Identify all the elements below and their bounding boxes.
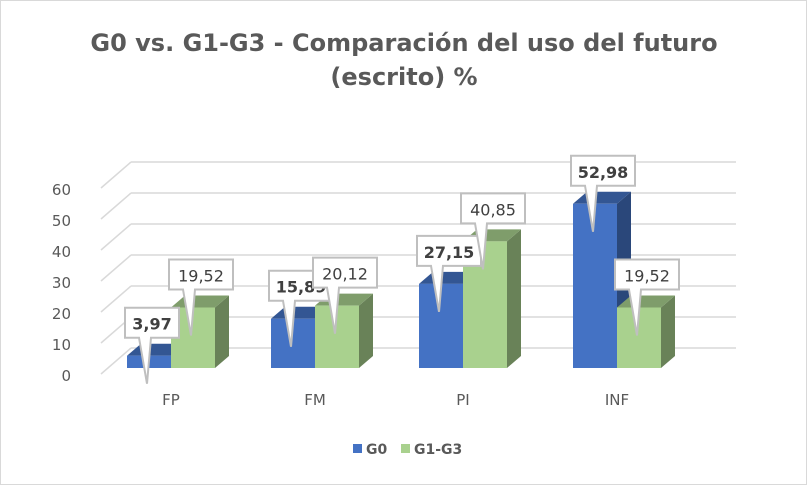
gridline-side (100, 285, 132, 313)
y-tick-label: 0 (61, 367, 71, 385)
data-label-callout (168, 258, 234, 336)
data-label-text: 19,52 (178, 266, 224, 285)
data-label-text: 27,15 (424, 243, 475, 262)
data-label-text: 40,85 (470, 200, 516, 219)
gridline-side (100, 347, 132, 375)
bar-side (507, 229, 521, 368)
x-tick-label: INF (605, 391, 629, 409)
data-label-callout (312, 256, 378, 334)
data-label-text: 52,98 (578, 163, 629, 182)
chart-title: (escrito) % (330, 63, 477, 91)
bar-G1-G3-FM (315, 293, 373, 368)
data-label: 40,85 (460, 192, 526, 270)
bar-front (573, 203, 617, 368)
x-tick-label: FM (304, 391, 326, 409)
legend-swatch-G0 (353, 444, 362, 453)
data-label-callout (614, 258, 680, 336)
legend-swatch-G1-G3 (401, 444, 410, 453)
data-label-callout (570, 154, 636, 232)
gridline-side (100, 223, 132, 251)
x-tick-label: FP (162, 391, 180, 409)
chart-title: G0 vs. G1-G3 - Comparación del uso del f… (90, 29, 717, 57)
data-label: 19,52 (168, 258, 234, 336)
bar-side (215, 295, 229, 368)
bar-side (661, 295, 675, 368)
data-label-callout (460, 192, 526, 270)
bar-side (359, 293, 373, 368)
y-tick-label: 10 (52, 336, 71, 354)
data-label-text: 20,12 (322, 265, 368, 284)
data-label-text: 3,97 (132, 315, 171, 334)
data-label-text: 19,52 (624, 266, 670, 285)
y-tick-label: 60 (52, 181, 71, 199)
y-tick-label: 20 (52, 305, 71, 323)
x-tick-label: PI (456, 391, 469, 409)
gridline-side (100, 192, 132, 220)
data-label: 20,12 (312, 256, 378, 334)
data-label: 19,52 (614, 258, 680, 336)
data-label: 3,97 (124, 306, 180, 384)
data-label-callout (124, 306, 180, 384)
legend-label: G1-G3 (414, 442, 462, 458)
y-tick-label: 50 (52, 212, 71, 230)
bar-G1-G3-INF (617, 295, 675, 368)
gridline-side (100, 254, 132, 282)
y-tick-label: 30 (52, 274, 71, 292)
data-label: 52,98 (570, 154, 636, 232)
gridline-side (100, 161, 132, 189)
legend-label: G0 (366, 442, 387, 458)
y-tick-label: 40 (52, 243, 71, 261)
